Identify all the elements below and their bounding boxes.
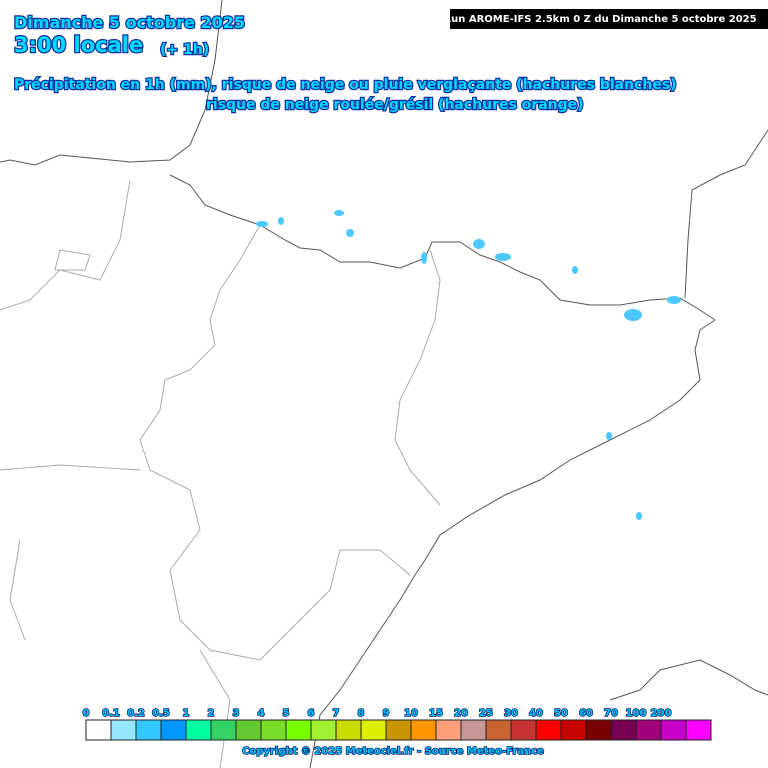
legend-label: 1: [183, 708, 190, 719]
legend-swatch: [560, 719, 587, 741]
legend-swatch: [310, 719, 337, 741]
legend-swatch: [485, 719, 512, 741]
legend-swatch: [585, 719, 612, 741]
precipitation: [256, 210, 681, 520]
rain-cell: [421, 252, 427, 264]
copyright: Copyright © 2025 Meteociel.fr - Source M…: [242, 746, 544, 757]
legend-label: 7: [333, 708, 340, 719]
legend-swatch: [285, 719, 312, 741]
legend-swatch: [410, 719, 437, 741]
legend-label: 25: [479, 708, 493, 719]
date: Dimanche 5 octobre 2025: [14, 13, 245, 32]
subtitle: risque de neige roulée/grésil (hachures …: [206, 97, 584, 113]
legend-label: 20: [454, 708, 468, 719]
legend-label: 200: [651, 708, 672, 719]
legend-swatch: [160, 719, 187, 741]
legend-label: 10: [404, 708, 418, 719]
legend-swatch: [535, 719, 562, 741]
legend-label: 40: [529, 708, 543, 719]
legend-swatch: [635, 719, 662, 741]
legend-label: 100: [626, 708, 647, 719]
legend-swatch: [360, 719, 387, 741]
offset: (+ 1h): [160, 42, 209, 58]
rain-cell: [473, 239, 485, 249]
legend-swatch: [185, 719, 212, 741]
rain-cell: [334, 210, 344, 216]
legend-swatch: [660, 719, 687, 741]
legend-label: 3: [233, 708, 240, 719]
run-box: [450, 9, 768, 29]
legend-swatch: [235, 719, 262, 741]
rain-cell: [606, 432, 612, 440]
legend-label: 60: [579, 708, 593, 719]
legend-label: 30: [504, 708, 518, 719]
legend-label: 70: [604, 708, 618, 719]
legend-label: 0.2: [127, 708, 145, 719]
legend-label: 0.1: [102, 708, 120, 719]
rain-cell: [495, 253, 511, 261]
legend-swatch: [210, 719, 237, 741]
rain-cell: [256, 221, 268, 227]
legend-label: 5: [283, 708, 290, 719]
rain-cell: [624, 309, 642, 321]
legend-label: 9: [383, 708, 390, 719]
legend-label: 50: [554, 708, 568, 719]
rain-cell: [572, 266, 578, 274]
legend-label: 0: [83, 708, 90, 719]
legend-swatch: [460, 719, 487, 741]
legend-swatch: [510, 719, 537, 741]
legend-swatch: [335, 719, 362, 741]
legend-swatch: [385, 719, 412, 741]
legend-label: 2: [208, 708, 215, 719]
legend-label: 8: [358, 708, 365, 719]
legend-swatch: [610, 719, 637, 741]
run-info: Run AROME-IFS 2.5km 0 Z du Dimanche 5 oc…: [443, 14, 756, 25]
rain-cell: [278, 217, 284, 225]
rain-cell: [636, 512, 642, 520]
legend-label: 6: [308, 708, 315, 719]
subtitle: Précipitation en 1h (mm), risque de neig…: [14, 77, 677, 93]
legend: 0 0.1 0.2 0.5 1 2 3 4 5 6 7 8 9 10 15 20 25 30 40 50 60 70 100…: [82, 707, 712, 741]
legend-swatch: [260, 719, 287, 741]
legend-label: 0.5: [152, 708, 170, 719]
legend-label: 15: [429, 708, 443, 719]
legend-swatch: [110, 719, 137, 741]
time: 3:00 locale: [14, 33, 143, 57]
legend-swatch: [435, 719, 462, 741]
legend-swatch: [85, 719, 112, 741]
legend-swatch: [685, 719, 712, 741]
legend-label: 4: [258, 708, 265, 719]
rain-cell: [346, 229, 354, 237]
legend-swatch: [135, 719, 162, 741]
rain-cell: [667, 296, 681, 304]
